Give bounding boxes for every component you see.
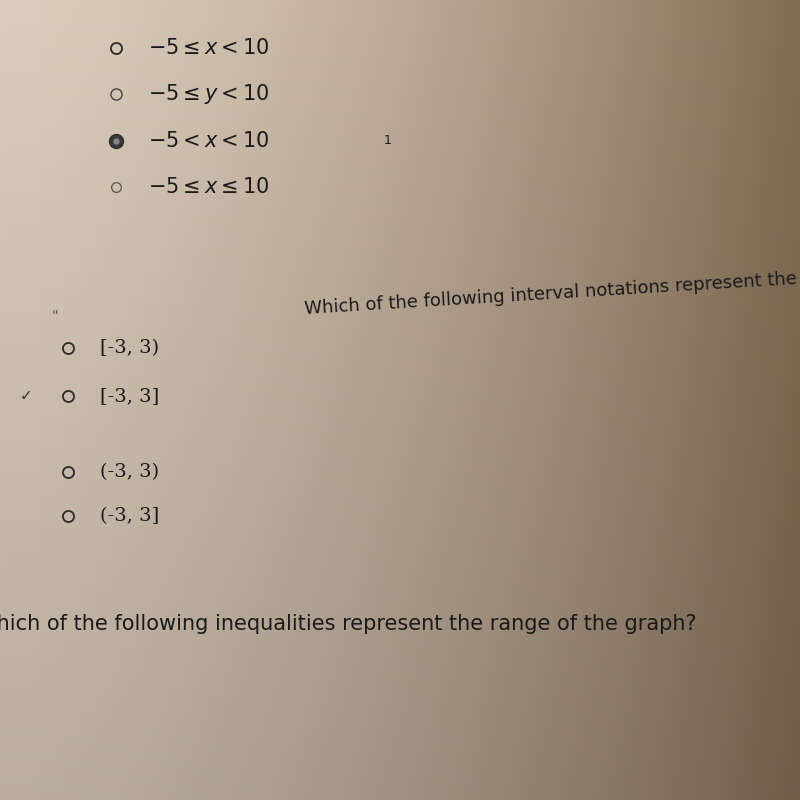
Text: $-5 < x < 10$: $-5 < x < 10$ [148, 130, 270, 150]
Text: $-5 \leq y < 10$: $-5 \leq y < 10$ [148, 82, 270, 106]
Text: [-3, 3]: [-3, 3] [100, 387, 159, 405]
Text: Which of the following inequalities represent the range of the graph?: Which of the following inequalities repr… [0, 614, 696, 634]
Text: $-5 \leq x < 10$: $-5 \leq x < 10$ [148, 38, 270, 58]
Text: $-5 \leq x \leq 10$: $-5 \leq x \leq 10$ [148, 178, 270, 198]
Text: ": " [52, 309, 58, 323]
Text: [-3, 3): [-3, 3) [100, 339, 159, 357]
Text: (-3, 3]: (-3, 3] [100, 507, 159, 525]
Text: ✓: ✓ [20, 389, 33, 403]
Text: Which of the following interval notations represent the range of the graph?: Which of the following interval notation… [304, 258, 800, 318]
Text: 1: 1 [384, 134, 392, 147]
Text: (-3, 3): (-3, 3) [100, 463, 159, 481]
